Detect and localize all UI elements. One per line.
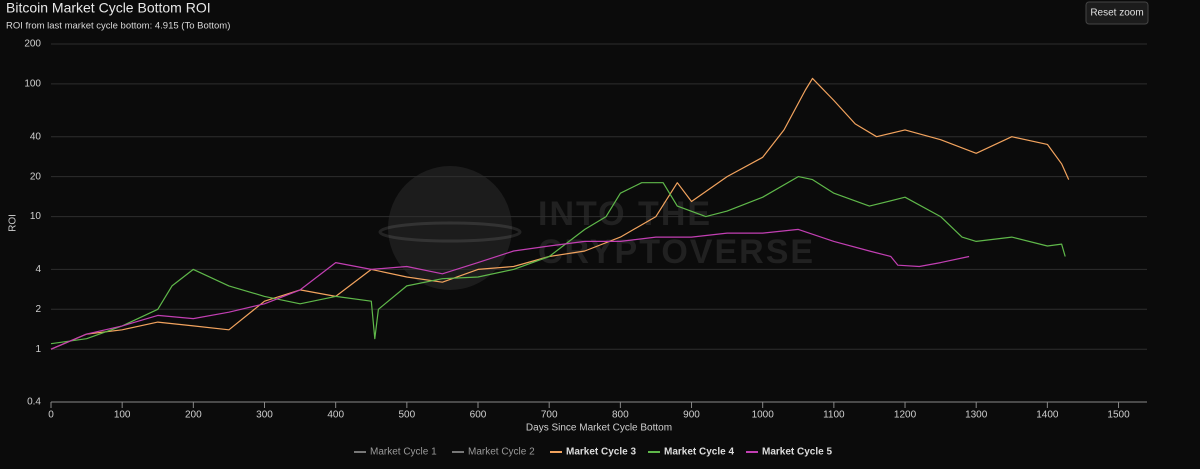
legend-item[interactable]: Market Cycle 4 (648, 447, 734, 458)
button-frame[interactable] (1085, 1, 1149, 25)
x-tick-label: 100 (114, 410, 131, 421)
x-tick-label: 1000 (752, 410, 775, 421)
legend-label[interactable]: Market Cycle 5 (762, 447, 832, 458)
y-tick-label: 100 (24, 79, 41, 90)
legend-item[interactable]: Market Cycle 5 (746, 447, 832, 458)
x-tick-label: 0 (48, 410, 54, 421)
legend-item[interactable]: Market Cycle 3 (550, 447, 636, 458)
x-tick-label: 300 (256, 410, 273, 421)
x-tick-label: 800 (612, 410, 629, 421)
x-tick-label: 600 (470, 410, 487, 421)
series-line (50, 228, 970, 350)
y-tick-label: 0.4 (27, 397, 41, 408)
series-line (50, 176, 1066, 345)
y-tick-label: 40 (30, 131, 42, 142)
y-tick-label: 1 (35, 344, 41, 355)
y-tick-label: 200 (24, 39, 41, 50)
y-tick-label: 20 (30, 171, 42, 182)
x-tick-label: 900 (683, 410, 700, 421)
watermark-text: INTO THE (538, 195, 712, 233)
legend-label[interactable]: Market Cycle 4 (664, 447, 734, 458)
x-tick-label: 700 (541, 410, 558, 421)
watermark: INTO THE CRYPTOVERSE (378, 166, 815, 290)
x-tick-label: 400 (327, 410, 344, 421)
series-line (50, 77, 1070, 350)
x-tick-label: 1100 (823, 410, 845, 421)
y-tick-label: 2 (35, 304, 41, 315)
y-axis-title: ROI (8, 214, 19, 232)
y-tick-label: 10 (30, 211, 42, 222)
legend-item[interactable]: Market Cycle 2 (452, 447, 535, 458)
y-tick-label: 4 (35, 264, 41, 275)
watermark-logo (388, 166, 512, 290)
x-tick-label: 500 (399, 410, 416, 421)
button-label[interactable]: Reset zoom (1090, 8, 1143, 19)
legend-label[interactable]: Market Cycle 3 (566, 447, 636, 458)
legend-label[interactable]: Market Cycle 1 (370, 447, 437, 458)
watermark-ring (378, 221, 522, 243)
x-tick-label: 1500 (1107, 410, 1130, 421)
reset-zoom-button[interactable]: Reset zoom (1085, 1, 1149, 25)
chart-title: Bitcoin Market Cycle Bottom ROI (6, 0, 211, 16)
x-tick-label: 200 (185, 410, 202, 421)
x-tick-label: 1200 (894, 410, 917, 421)
x-axis-title: Days Since Market Cycle Bottom (526, 423, 672, 434)
x-tick-label: 1300 (965, 410, 988, 421)
legend-item[interactable]: Market Cycle 1 (354, 447, 437, 458)
watermark-text: CRYPTOVERSE (538, 233, 815, 271)
x-tick-label: 1400 (1036, 410, 1059, 421)
legend-label[interactable]: Market Cycle 2 (468, 447, 535, 458)
chart-subtitle: ROI from last market cycle bottom: 4.915… (6, 21, 230, 32)
